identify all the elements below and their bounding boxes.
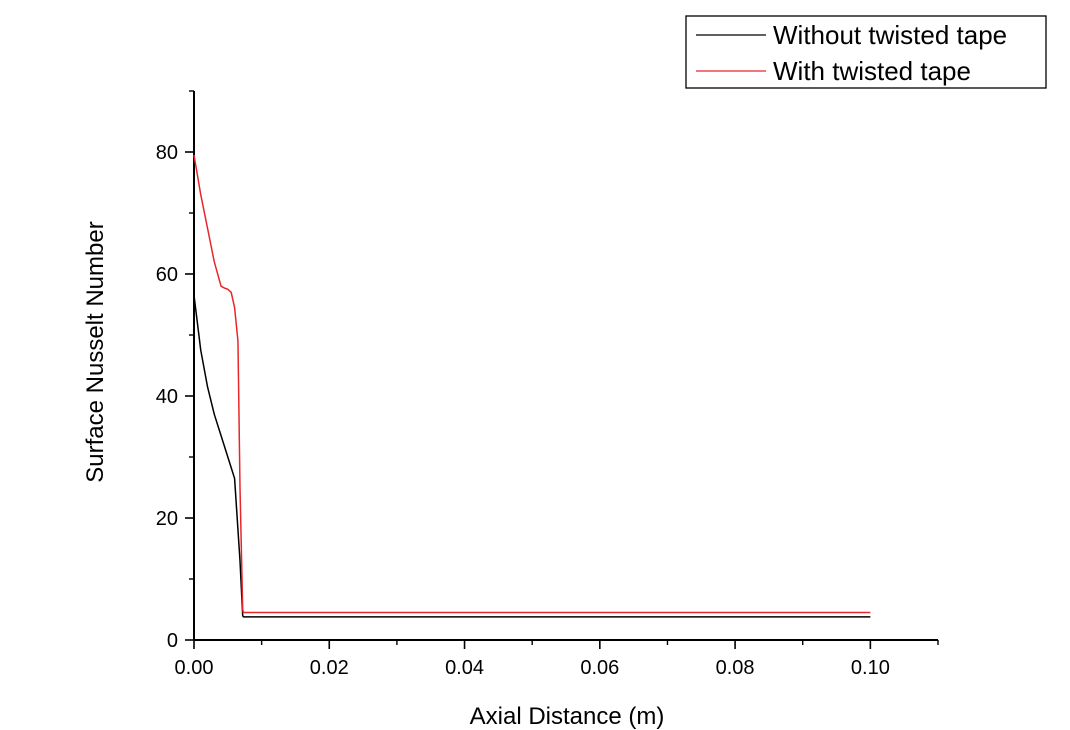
legend-label-with-twisted-tape: With twisted tape — [773, 56, 971, 86]
series-line-with-twisted-tape — [193, 154, 871, 614]
ticks: 0.00 0.02 0.04 0.06 0.08 0.10 0 20 40 60 80 — [156, 90, 939, 679]
series-line-without-twisted-tape — [193, 295, 871, 618]
y-tick-label: 80 — [156, 142, 178, 164]
y-tick-label: 0 — [167, 630, 178, 652]
x-tick-label: 0.04 — [445, 657, 484, 679]
x-tick-label: 0.08 — [716, 657, 755, 679]
y-tick-label: 20 — [156, 508, 178, 530]
legend-box — [685, 15, 1047, 89]
x-tick-label: 0.00 — [175, 657, 214, 679]
series-group — [193, 154, 871, 618]
x-tick-label: 0.02 — [310, 657, 349, 679]
legend: Without twisted tape With twisted tape — [685, 15, 1047, 89]
x-tick-label: 0.06 — [580, 657, 619, 679]
legend-label-without-twisted-tape: Without twisted tape — [773, 20, 1007, 50]
y-tick-label: 40 — [156, 386, 178, 408]
x-tick-label: 0.10 — [851, 657, 890, 679]
axes — [193, 91, 938, 641]
y-tick-label: 60 — [156, 264, 178, 286]
y-axis-title: Surface Nusselt Number — [82, 221, 109, 482]
x-axis-title: Axial Distance (m) — [470, 703, 665, 730]
